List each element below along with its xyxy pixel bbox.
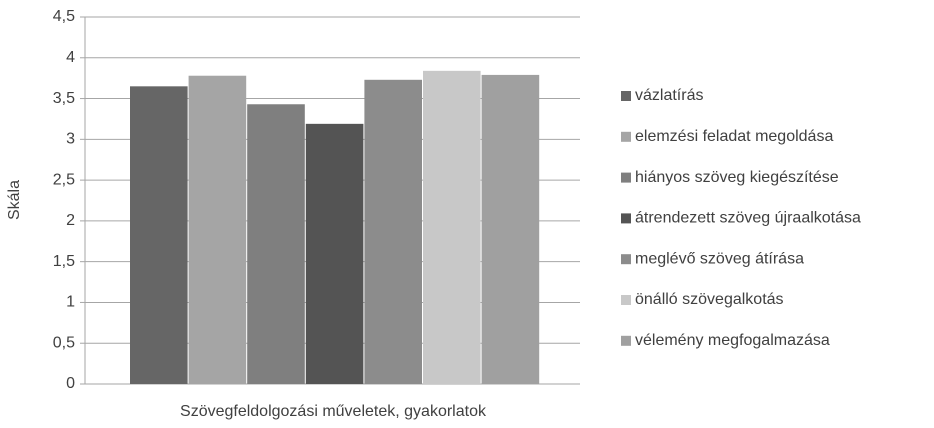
legend-swatch — [621, 254, 631, 265]
bar — [305, 123, 364, 385]
y-tick-label: 0 — [66, 375, 75, 392]
y-tick-label: 3 — [66, 131, 75, 148]
y-axis-label: Skála — [6, 180, 23, 220]
y-tick-label: 2 — [66, 212, 75, 229]
legend-label: meglévő szöveg átírása — [635, 250, 804, 267]
y-tick-label: 4,5 — [53, 8, 75, 25]
y-tick-label: 3,5 — [53, 90, 75, 107]
legend-label: vázlatírás — [635, 87, 703, 104]
legend-label: hiányos szöveg kiegészítése — [635, 169, 839, 186]
legend-label: vélemény megfogalmazása — [635, 332, 830, 349]
legend-label: elemzési feladat megoldása — [635, 128, 833, 145]
legend-swatch — [621, 335, 631, 346]
y-tick-label: 2,5 — [53, 171, 75, 188]
y-tick-label: 0,5 — [53, 334, 75, 351]
bar — [364, 79, 422, 384]
y-tick-label: 1,5 — [53, 253, 75, 270]
legend-swatch — [621, 91, 631, 101]
legend-swatch — [621, 172, 631, 183]
y-tick-label: 1 — [66, 294, 75, 311]
bar — [247, 104, 305, 385]
bar — [481, 74, 540, 384]
bar — [188, 75, 247, 384]
x-axis-label: Szövegfeldolgozási műveletek, gyakorlato… — [180, 403, 487, 420]
legend-swatch — [621, 213, 631, 224]
legend-label: önálló szövegalkotás — [635, 291, 784, 308]
y-tick-label: 4 — [66, 49, 75, 66]
bar — [423, 70, 481, 385]
legend-swatch — [621, 295, 631, 305]
legend-label: átrendezett szöveg újraalkotása — [635, 210, 861, 227]
legend-swatch — [621, 131, 631, 142]
bar — [130, 86, 188, 385]
